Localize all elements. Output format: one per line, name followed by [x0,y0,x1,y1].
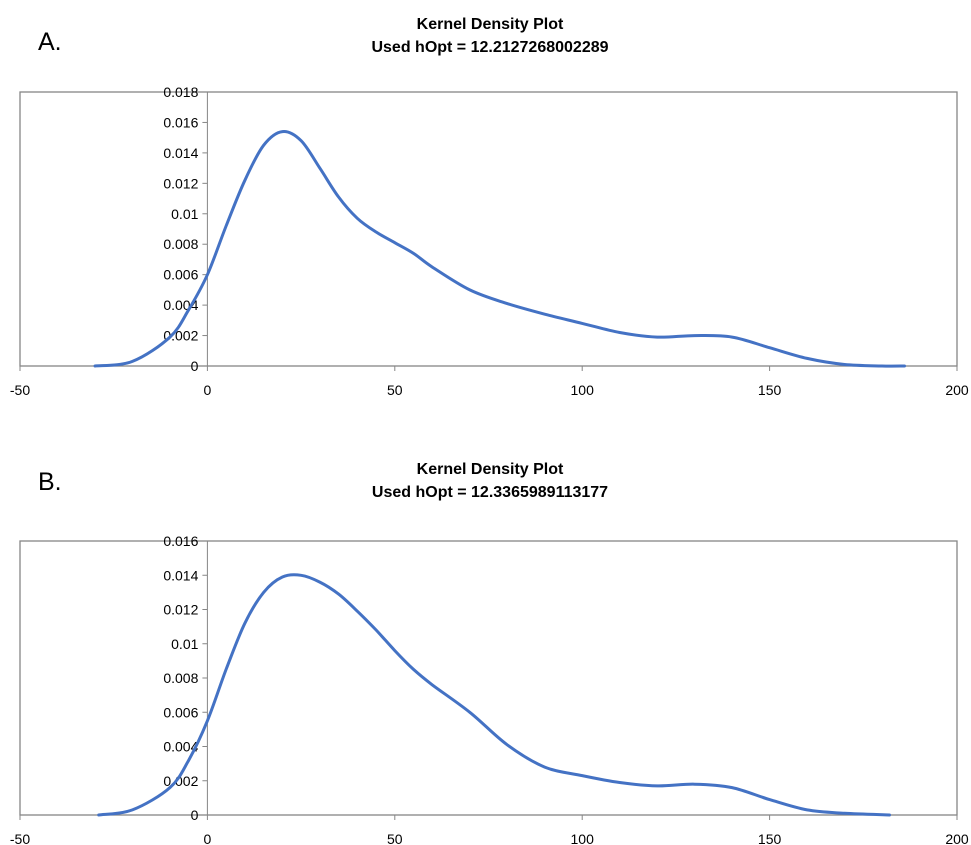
y-tick-label: 0.012 [163,602,198,618]
y-tick-label: 0.008 [163,236,198,252]
chart-title-block: Kernel Density Plot Used hOpt = 12.33659… [340,458,640,504]
x-tick-label: -50 [10,382,30,398]
x-tick-label: 200 [945,382,969,398]
x-tick-label: 150 [758,831,782,845]
y-tick-label: 0.008 [163,670,198,686]
y-tick-label: 0 [191,807,199,823]
chart-subtitle: Used hOpt = 12.3365989113177 [371,484,609,501]
y-tick-label: 0.01 [171,636,198,652]
x-tick-label: 50 [387,831,403,845]
chart-title: Kernel Density Plot [416,461,564,478]
chart-subtitle: Used hOpt = 12.2127268002289 [371,39,609,56]
y-tick-label: 0.006 [163,267,198,283]
y-tick-label: 0.006 [163,704,198,720]
chart-plot-a: 00.0020.0040.0060.0080.010.0120.0140.016… [10,84,969,398]
y-tick-label: 0.002 [163,328,198,344]
panel-label: B. [38,468,62,496]
y-tick-label: 0.01 [171,206,198,222]
x-tick-label: 100 [571,382,595,398]
y-tick-label: 0.004 [163,739,198,755]
x-tick-label: 50 [387,382,403,398]
y-tick-label: 0.018 [163,84,198,100]
density-curve [97,573,891,817]
density-curve [93,130,906,368]
x-tick-label: 0 [204,382,212,398]
x-tick-label: 200 [945,831,969,845]
x-tick-label: 0 [204,831,212,845]
y-tick-label: 0.014 [163,145,198,161]
x-tick-label: 150 [758,382,782,398]
y-tick-label: 0.014 [163,567,198,583]
chart-panel-a: A. Kernel Density Plot Used hOpt = 12.21… [0,0,971,420]
chart-title-block: Kernel Density Plot Used hOpt = 12.21272… [340,13,640,59]
y-tick-label: 0.012 [163,175,198,191]
y-tick-label: 0 [191,358,199,374]
y-tick-label: 0.016 [163,114,198,130]
chart-title: Kernel Density Plot [416,16,564,33]
y-tick-label: 0.016 [163,533,198,549]
plot-area-frame [19,540,958,816]
x-tick-label: 100 [571,831,595,845]
x-tick-label: -50 [10,831,30,845]
chart-panel-b: B. Kernel Density Plot Used hOpt = 12.33… [0,420,971,845]
plot-area-frame [19,91,958,367]
chart-plot-b: 00.0020.0040.0060.0080.010.0120.0140.016… [10,533,969,845]
panel-label: A. [38,28,62,56]
